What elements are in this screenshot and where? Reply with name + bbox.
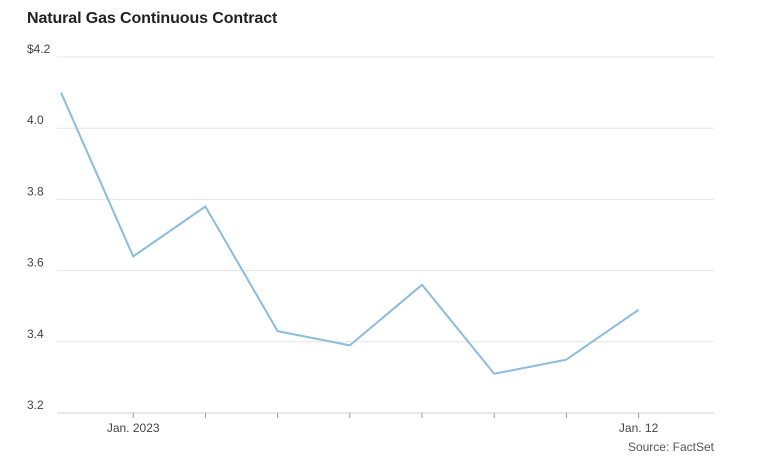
- series-lines: [60, 92, 640, 375]
- x-axis-tick-labels: Jan. 2023 Jan. 12: [107, 421, 659, 435]
- y-tick-label: 3.8: [27, 184, 44, 198]
- series-line: [60, 92, 640, 375]
- y-tick-label: 3.6: [27, 256, 44, 270]
- x-axis-ticks: [132, 413, 640, 418]
- y-tick-label: 4.0: [27, 113, 44, 127]
- x-tick-label: Jan. 2023: [107, 421, 160, 435]
- y-tick-label: 3.2: [27, 398, 44, 412]
- y-tick-label: 3.4: [27, 327, 44, 341]
- y-axis-tick-labels: $4.2 4.0 3.8 3.6 3.4 3.2: [27, 42, 51, 412]
- source-note: Source: FactSet: [627, 440, 714, 454]
- y-tick-label: $4.2: [27, 42, 51, 56]
- gridlines: [57, 56, 714, 343]
- chart-title: Natural Gas Continuous Contract: [27, 10, 278, 27]
- x-tick-label: Jan. 12: [619, 421, 659, 435]
